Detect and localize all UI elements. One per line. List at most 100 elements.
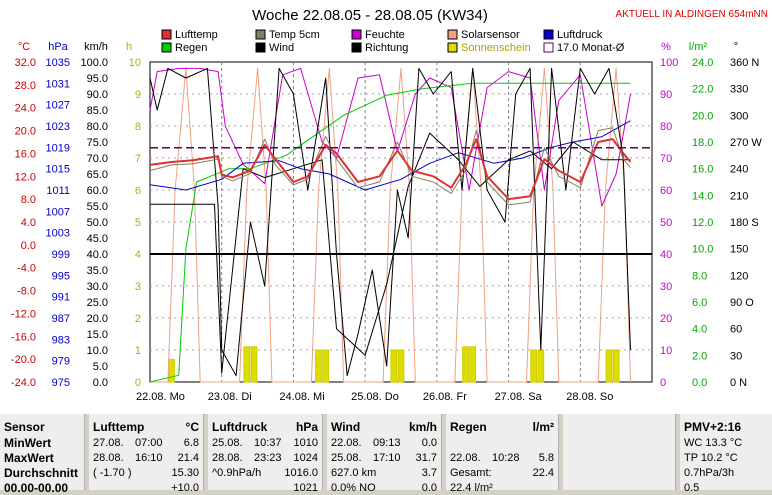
stats-cell-date: 27.08.	[93, 437, 124, 449]
stats-cell-date: 28.08.	[93, 452, 124, 464]
stats-row: 627.0 km 3.7	[331, 466, 437, 480]
stats-cell-value: 0.0	[421, 437, 437, 449]
axis-tick-label: 20	[660, 313, 672, 325]
legend-label: Solarsensor	[461, 29, 520, 41]
stats-cell-value: 1024	[293, 452, 318, 464]
axis-tick-label: 300	[730, 110, 748, 122]
stats-cell-date: ( -1.70 )	[93, 467, 132, 479]
lufttemp-line	[149, 138, 632, 201]
stats-row: 25.08. 17:10 31.7	[331, 451, 437, 465]
axis-tick-label: 60	[660, 185, 672, 197]
legend-swatch	[161, 42, 172, 53]
axis-tick-label: 16.0	[692, 164, 713, 176]
axis-tick-label: 150	[730, 244, 748, 256]
legend-label: Sonnenschein	[461, 42, 531, 54]
stats-col-pmv: PMV+2:16 WC 13.3 °C TP 10.2 °C 0.7hPa/3h…	[680, 414, 772, 494]
axis-tick-label: 6.0	[692, 297, 707, 309]
temp-5cm-line	[149, 127, 631, 206]
stats-cell-value: 3.7	[421, 467, 437, 479]
axis-tick-label: 0.0	[21, 240, 36, 252]
legend-swatch	[543, 42, 554, 53]
stats-row: 0.0% NO 0.0	[331, 481, 437, 495]
legend-label: Temp 5cm	[269, 29, 320, 41]
axis-tick-label: 10	[129, 57, 141, 69]
axis-tick-label: 1011	[46, 185, 70, 197]
axis-unit-label: l/m²	[689, 41, 708, 53]
axis-tick-label: 24.0	[692, 57, 713, 69]
stats-col-wind: Wind km/h 22.08. 09:13 0.0 25.08. 17:10 31.7 627…	[327, 414, 442, 494]
richtung-line	[150, 132, 631, 374]
stats-cell-date: 25.08.	[331, 452, 362, 464]
axis-tick-label: 100	[660, 57, 678, 69]
axis-tick-label: 85.0	[87, 105, 108, 117]
x-tick-label: 22.08. Mo	[136, 391, 185, 403]
axis-tick-label: -8.0	[17, 286, 36, 298]
stats-row-label: 00.00-00.00	[4, 481, 69, 495]
axis-tick-label: 80.0	[87, 121, 108, 133]
axis-tick-label: 4.0	[21, 217, 36, 229]
sunshine-bar	[168, 359, 175, 383]
axis-tick-label: 75.0	[87, 137, 108, 149]
axis-tick-label: 14.0	[692, 190, 713, 202]
axis-unit-label: %	[661, 41, 671, 53]
stats-row: +10.0	[93, 481, 199, 495]
axis-unit-label: h	[126, 41, 132, 53]
stats-col-title: Luftdruck	[212, 420, 268, 434]
axis-tick-label: -4.0	[17, 263, 36, 275]
stats-row-label: Durchschnitt	[4, 466, 79, 480]
x-tick-label: 25.08. Do	[351, 391, 399, 403]
axis-tick-label: 180 S	[730, 217, 759, 229]
stats-row: 1021	[212, 481, 318, 495]
axis-tick-label: 30.0	[87, 281, 108, 293]
stats-row: ^0.9hPa/h 1016.0	[212, 466, 318, 480]
stats-cell-date: 22.08.	[450, 452, 481, 464]
stats-col-unit: hPa	[295, 420, 318, 434]
legend-swatch	[351, 29, 362, 40]
chart-subtitle: AKTUELL IN ALDINGEN 654mNN	[616, 9, 768, 20]
stats-cell-time: 16:10	[135, 452, 163, 464]
axis-tick-label: 30	[660, 281, 672, 293]
x-tick-label: 27.08. Sa	[495, 391, 543, 403]
axis-tick-label: 40	[660, 249, 672, 261]
axis-tick-label: 45.0	[87, 233, 108, 245]
legend-label: Regen	[175, 42, 207, 54]
axis-tick-label: 65.0	[87, 169, 108, 181]
axis-tick-label: 979	[52, 356, 70, 368]
axis-tick-label: 80	[660, 121, 672, 133]
stats-cell-value: 1021	[293, 482, 318, 494]
plot-area	[149, 61, 653, 383]
axis-tick-label: 10	[660, 345, 672, 357]
stats-cell-value: 6.8	[183, 437, 199, 449]
axis-tick-label: 120	[730, 270, 748, 282]
stats-col-unit: l/m²	[532, 420, 554, 434]
stats-col-empty	[563, 414, 676, 490]
axis-tick-label: 1007	[46, 206, 70, 218]
stats-cell-date: 25.08.	[212, 437, 243, 449]
axis-tick-label: 60.0	[87, 185, 108, 197]
sunshine-bar	[322, 349, 330, 383]
axis-tick-label: 55.0	[87, 201, 108, 213]
axis-tick-label: 3	[135, 281, 141, 293]
stats-cell-time: 10:28	[492, 452, 520, 464]
solarsensor-line	[150, 67, 631, 383]
axis-tick-label: 50	[660, 217, 672, 229]
stats-cell-value: 15.30	[171, 467, 199, 479]
axis-tick-label: 12.0	[692, 217, 713, 229]
axis-tick-label: 1003	[46, 228, 70, 240]
axis-tick-label: 8	[135, 121, 141, 133]
axis-tick-label: 5	[135, 217, 141, 229]
axis-tick-label: -16.0	[11, 331, 36, 343]
sunshine-bar	[462, 346, 469, 383]
axis-tick-label: 4	[135, 249, 141, 261]
axis-tick-label: 7	[135, 153, 141, 165]
stats-cell-date: 0.0% NO	[331, 482, 376, 494]
axis-tick-label: 210	[730, 190, 748, 202]
axis-tick-label: 70	[660, 153, 672, 165]
legend-label: Wind	[269, 42, 294, 54]
axis-tick-label: 22.0	[692, 84, 713, 96]
axis-tick-label: 2.0	[692, 350, 707, 362]
stats-cell-date: 22.08.	[331, 437, 362, 449]
axis-tick-label: 360 N	[730, 57, 759, 69]
sunshine-bar	[250, 346, 258, 383]
